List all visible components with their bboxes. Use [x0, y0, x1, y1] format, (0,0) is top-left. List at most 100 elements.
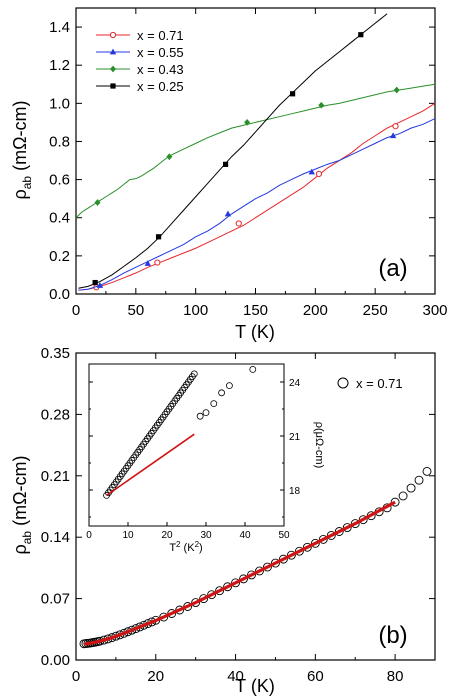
- y-tick-label: 1.2: [49, 57, 70, 74]
- y-tick-label: 0.14: [41, 529, 70, 546]
- legend-marker: [109, 48, 117, 55]
- legend-marker: [110, 83, 116, 89]
- y-tick-label: 0.2: [49, 248, 70, 265]
- panel-a-curves: [75, 13, 436, 291]
- inset-data-point: [196, 412, 204, 420]
- panel-a-y-axis-symbol: ρ: [10, 189, 30, 199]
- data-point: [270, 558, 280, 568]
- series-marker: [244, 119, 251, 126]
- series-marker: [392, 123, 399, 130]
- panel-a-frame: [75, 7, 436, 295]
- panel-b-fit-line: [83, 500, 396, 646]
- inset-x-axis-unit: (K: [181, 542, 196, 554]
- inset-x-axis-sup: 2: [176, 540, 181, 549]
- panel-b-label: (b): [378, 622, 407, 649]
- x-tick-label: 100: [183, 302, 208, 319]
- legend-label: x = 0.25: [137, 79, 184, 94]
- data-point: [302, 542, 312, 552]
- inset-fit-line: [106, 433, 195, 497]
- x-tick-label: 150: [243, 302, 268, 319]
- inset-x-axis-symbol: T: [169, 542, 176, 554]
- series-marker: [315, 170, 323, 177]
- series-marker: [289, 91, 296, 97]
- data-point: [342, 523, 352, 533]
- y-tick-label: 0.21: [41, 468, 70, 485]
- fit-line: [83, 500, 396, 646]
- inset-x-tick-label: 40: [239, 530, 251, 541]
- series-line: [78, 118, 436, 291]
- series-marker: [358, 32, 364, 38]
- legend-label: x = 0.55: [137, 45, 184, 60]
- data-point: [215, 586, 225, 596]
- panel-b-legend-label: x = 0.71: [356, 376, 403, 391]
- data-point: [223, 582, 233, 592]
- series-marker: [222, 161, 229, 167]
- panel-a-x-axis-label: T (K): [235, 322, 275, 342]
- series-line: [75, 83, 436, 219]
- x-tick-label: 300: [422, 302, 447, 319]
- inset-x-axis-unit-sup: 2: [195, 540, 200, 549]
- legend-label: x = 0.43: [137, 62, 184, 77]
- panel-b-frame: [75, 352, 436, 661]
- series-marker: [235, 220, 242, 227]
- x-tick-label: 40: [227, 668, 244, 685]
- inset-y-tick-label: 18: [289, 486, 301, 497]
- series-marker: [94, 199, 101, 206]
- series-marker: [224, 210, 232, 217]
- data-point: [414, 475, 424, 485]
- inset-x-tick-label: 30: [200, 530, 212, 541]
- inset-x-axis-unit-close: ): [199, 542, 203, 554]
- data-point: [199, 594, 209, 604]
- x-tick-label: 0: [72, 668, 80, 685]
- series-marker: [389, 132, 397, 139]
- data-point: [278, 554, 288, 564]
- series-marker: [318, 101, 325, 109]
- panel-b-y-axis-unit: (mΩ-cm): [10, 455, 30, 530]
- data-point: [255, 566, 264, 576]
- panel-a-y-axis-label: ρab (mΩ-cm): [10, 100, 34, 199]
- panel-a: 0 50 100 150 200 250 300 0.0 0.2 0.4 0.6 0.8 1.0 1.2…: [10, 7, 448, 342]
- y-tick-label: 0.07: [41, 591, 70, 608]
- data-point: [239, 574, 248, 584]
- series-marker: [154, 259, 161, 266]
- data-point: [263, 562, 272, 572]
- data-point: [286, 550, 296, 560]
- y-tick-label: 1.4: [49, 19, 70, 36]
- y-tick-label: 0.28: [41, 406, 70, 423]
- panel-a-legend: x = 0.71 x = 0.55 x = 0.43 x = 0.25: [96, 28, 184, 94]
- data-point: [334, 527, 344, 536]
- inset-y-axis-label: ρ(μΩ-cm): [313, 422, 325, 468]
- data-point: [406, 483, 416, 493]
- data-point: [422, 466, 432, 476]
- data-point: [207, 590, 217, 600]
- series-marker: [92, 279, 98, 286]
- series-marker: [155, 234, 162, 240]
- series-marker: [96, 282, 104, 288]
- panel-b-legend: x = 0.71: [337, 376, 403, 391]
- legend-marker: [109, 31, 117, 39]
- inset-x-tick-label: 0: [86, 530, 92, 541]
- inset-x-tick-label: 10: [122, 530, 134, 541]
- y-tick-label: 1.0: [49, 95, 70, 112]
- data-point: [398, 491, 408, 501]
- x-tick-label: 80: [387, 668, 404, 685]
- y-tick-label: 0.6: [49, 172, 70, 189]
- series-marker: [308, 168, 315, 175]
- data-point: [294, 546, 304, 556]
- inset-y-ticks: 18 21 24: [89, 378, 301, 518]
- inset-y-tick-label: 24: [289, 378, 301, 389]
- y-tick-label: 0.4: [49, 210, 70, 227]
- legend-label: x = 0.71: [137, 28, 184, 43]
- data-point: [231, 578, 241, 588]
- series-marker: [144, 260, 151, 266]
- series-marker: [393, 86, 400, 94]
- inset-x-tick-label: 20: [161, 530, 173, 541]
- panel-a-x-ticks: 0 50 100 150 200 250 300: [72, 8, 448, 319]
- panel-b-y-axis-label: ρab (mΩ-cm): [10, 455, 34, 554]
- inset-fit-line: [106, 433, 195, 497]
- data-point: [326, 530, 336, 540]
- x-tick-label: 250: [363, 302, 388, 319]
- series-marker: [166, 153, 173, 161]
